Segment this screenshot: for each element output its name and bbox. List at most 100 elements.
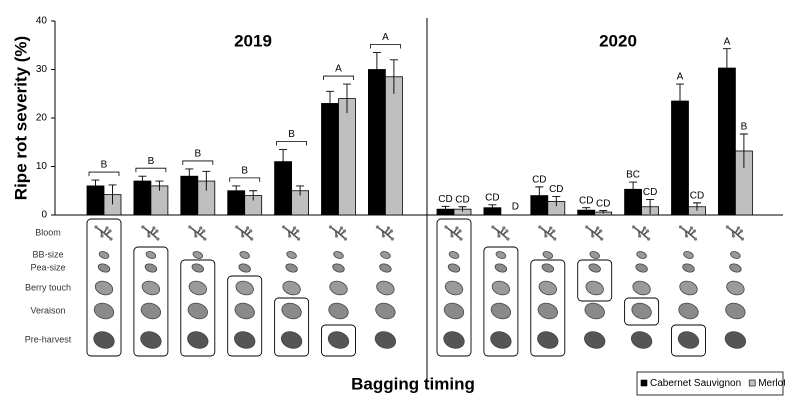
bloom-bud [344, 237, 347, 240]
x-axis-label: Bagging timing [351, 374, 475, 393]
bloom-bud [152, 226, 155, 229]
bloom-bud [740, 229, 743, 232]
bloom-bud [444, 225, 447, 228]
significance-letter: A [724, 36, 731, 47]
bloom-bud [491, 225, 494, 228]
bloom-bud [391, 237, 394, 240]
bloom-bud [141, 225, 144, 228]
significance-letter: A [677, 72, 684, 83]
bloom-bud [250, 237, 253, 240]
bloom-bud [502, 226, 505, 229]
significance-letter: B [194, 149, 201, 160]
bloom-bud [459, 237, 462, 240]
bar [322, 103, 339, 215]
bloom-bud [455, 226, 458, 229]
bloom-bud [382, 234, 385, 237]
significance-letter: B [741, 122, 748, 133]
bloom-bud [726, 225, 729, 228]
significance-letter: CD [532, 175, 546, 186]
bar [672, 101, 689, 215]
bloom-bud [296, 229, 299, 232]
legend-label: Cabernet Sauvignon [650, 378, 741, 389]
bloom-bud [329, 225, 332, 228]
significance-letter: B [148, 156, 155, 167]
bloom-bud [690, 226, 693, 229]
bloom-bud [591, 234, 594, 237]
bloom-bud [732, 234, 735, 237]
bloom-bud [390, 229, 393, 232]
bloom-bud [288, 234, 291, 237]
bloom-bud [585, 225, 588, 228]
significance-letter: B [288, 129, 295, 140]
bloom-bud [343, 229, 346, 232]
bloom-bud [506, 237, 509, 240]
bloom-bud [737, 226, 740, 229]
stage-label: Bloom [35, 227, 61, 237]
bloom-bud [241, 234, 244, 237]
legend-swatch [641, 380, 647, 386]
bloom-bud [340, 226, 343, 229]
bloom-bud [376, 225, 379, 228]
significance-letter: B [101, 160, 108, 171]
chart: Ripe rot severity (%) Bagging timing Blo… [0, 0, 785, 398]
significance-letter: CD [455, 194, 469, 205]
bloom-bud [694, 237, 697, 240]
bar [339, 99, 356, 215]
bloom-bud [553, 237, 556, 240]
bloom-bud [596, 226, 599, 229]
bloom-bud [156, 237, 159, 240]
significance-letter: CD [690, 191, 704, 202]
bloom-bud [297, 237, 300, 240]
bloom-bud [282, 225, 285, 228]
bloom-bud [552, 229, 555, 232]
bloom-bud [194, 234, 197, 237]
bloom-bud [497, 234, 500, 237]
bloom-bud [679, 225, 682, 228]
bloom-bud [647, 237, 650, 240]
bloom-bud [188, 225, 191, 228]
bar [385, 77, 402, 215]
bloom-bud [100, 234, 103, 237]
bloom-bud [646, 229, 649, 232]
bloom-bud [249, 229, 252, 232]
significance-letter: CD [549, 184, 563, 195]
bloom-bud [599, 229, 602, 232]
y-tick-label: 20 [36, 113, 48, 124]
significance-letter: CD [643, 187, 657, 198]
stage-label: Pea-size [30, 262, 65, 272]
bar [368, 70, 385, 216]
y-tick-label: 0 [41, 210, 47, 221]
y-tick-label: 10 [36, 161, 48, 172]
bar [718, 68, 735, 215]
significance-letter: BC [626, 170, 640, 181]
bloom-bud [202, 229, 205, 232]
significance-letter: CD [596, 198, 610, 209]
bloom-bud [458, 229, 461, 232]
legend-swatch [749, 380, 755, 386]
bloom-bud [450, 234, 453, 237]
significance-letter: A [335, 64, 342, 75]
stage-label: Veraison [30, 305, 65, 315]
significance-letter: D [512, 202, 519, 213]
bloom-bud [387, 226, 390, 229]
panel-title: 2020 [599, 31, 637, 50]
bloom-bud [600, 237, 603, 240]
y-tick-label: 30 [36, 64, 48, 75]
significance-letter: CD [579, 195, 593, 206]
bloom-bud [199, 226, 202, 229]
bar [134, 181, 151, 215]
bloom-bud [108, 229, 111, 232]
y-axis-label: Ripe rot severity (%) [11, 36, 30, 200]
significance-letter: B [241, 166, 248, 177]
bloom-bud [549, 226, 552, 229]
significance-letter: CD [438, 194, 452, 205]
bloom-bud [685, 234, 688, 237]
bloom-bud [693, 229, 696, 232]
y-tick-label: 40 [36, 16, 48, 27]
bloom-bud [638, 234, 641, 237]
bloom-bud [94, 225, 97, 228]
bloom-bud [505, 229, 508, 232]
bloom-bud [147, 234, 150, 237]
bloom-bud [109, 237, 112, 240]
bloom-bud [155, 229, 158, 232]
